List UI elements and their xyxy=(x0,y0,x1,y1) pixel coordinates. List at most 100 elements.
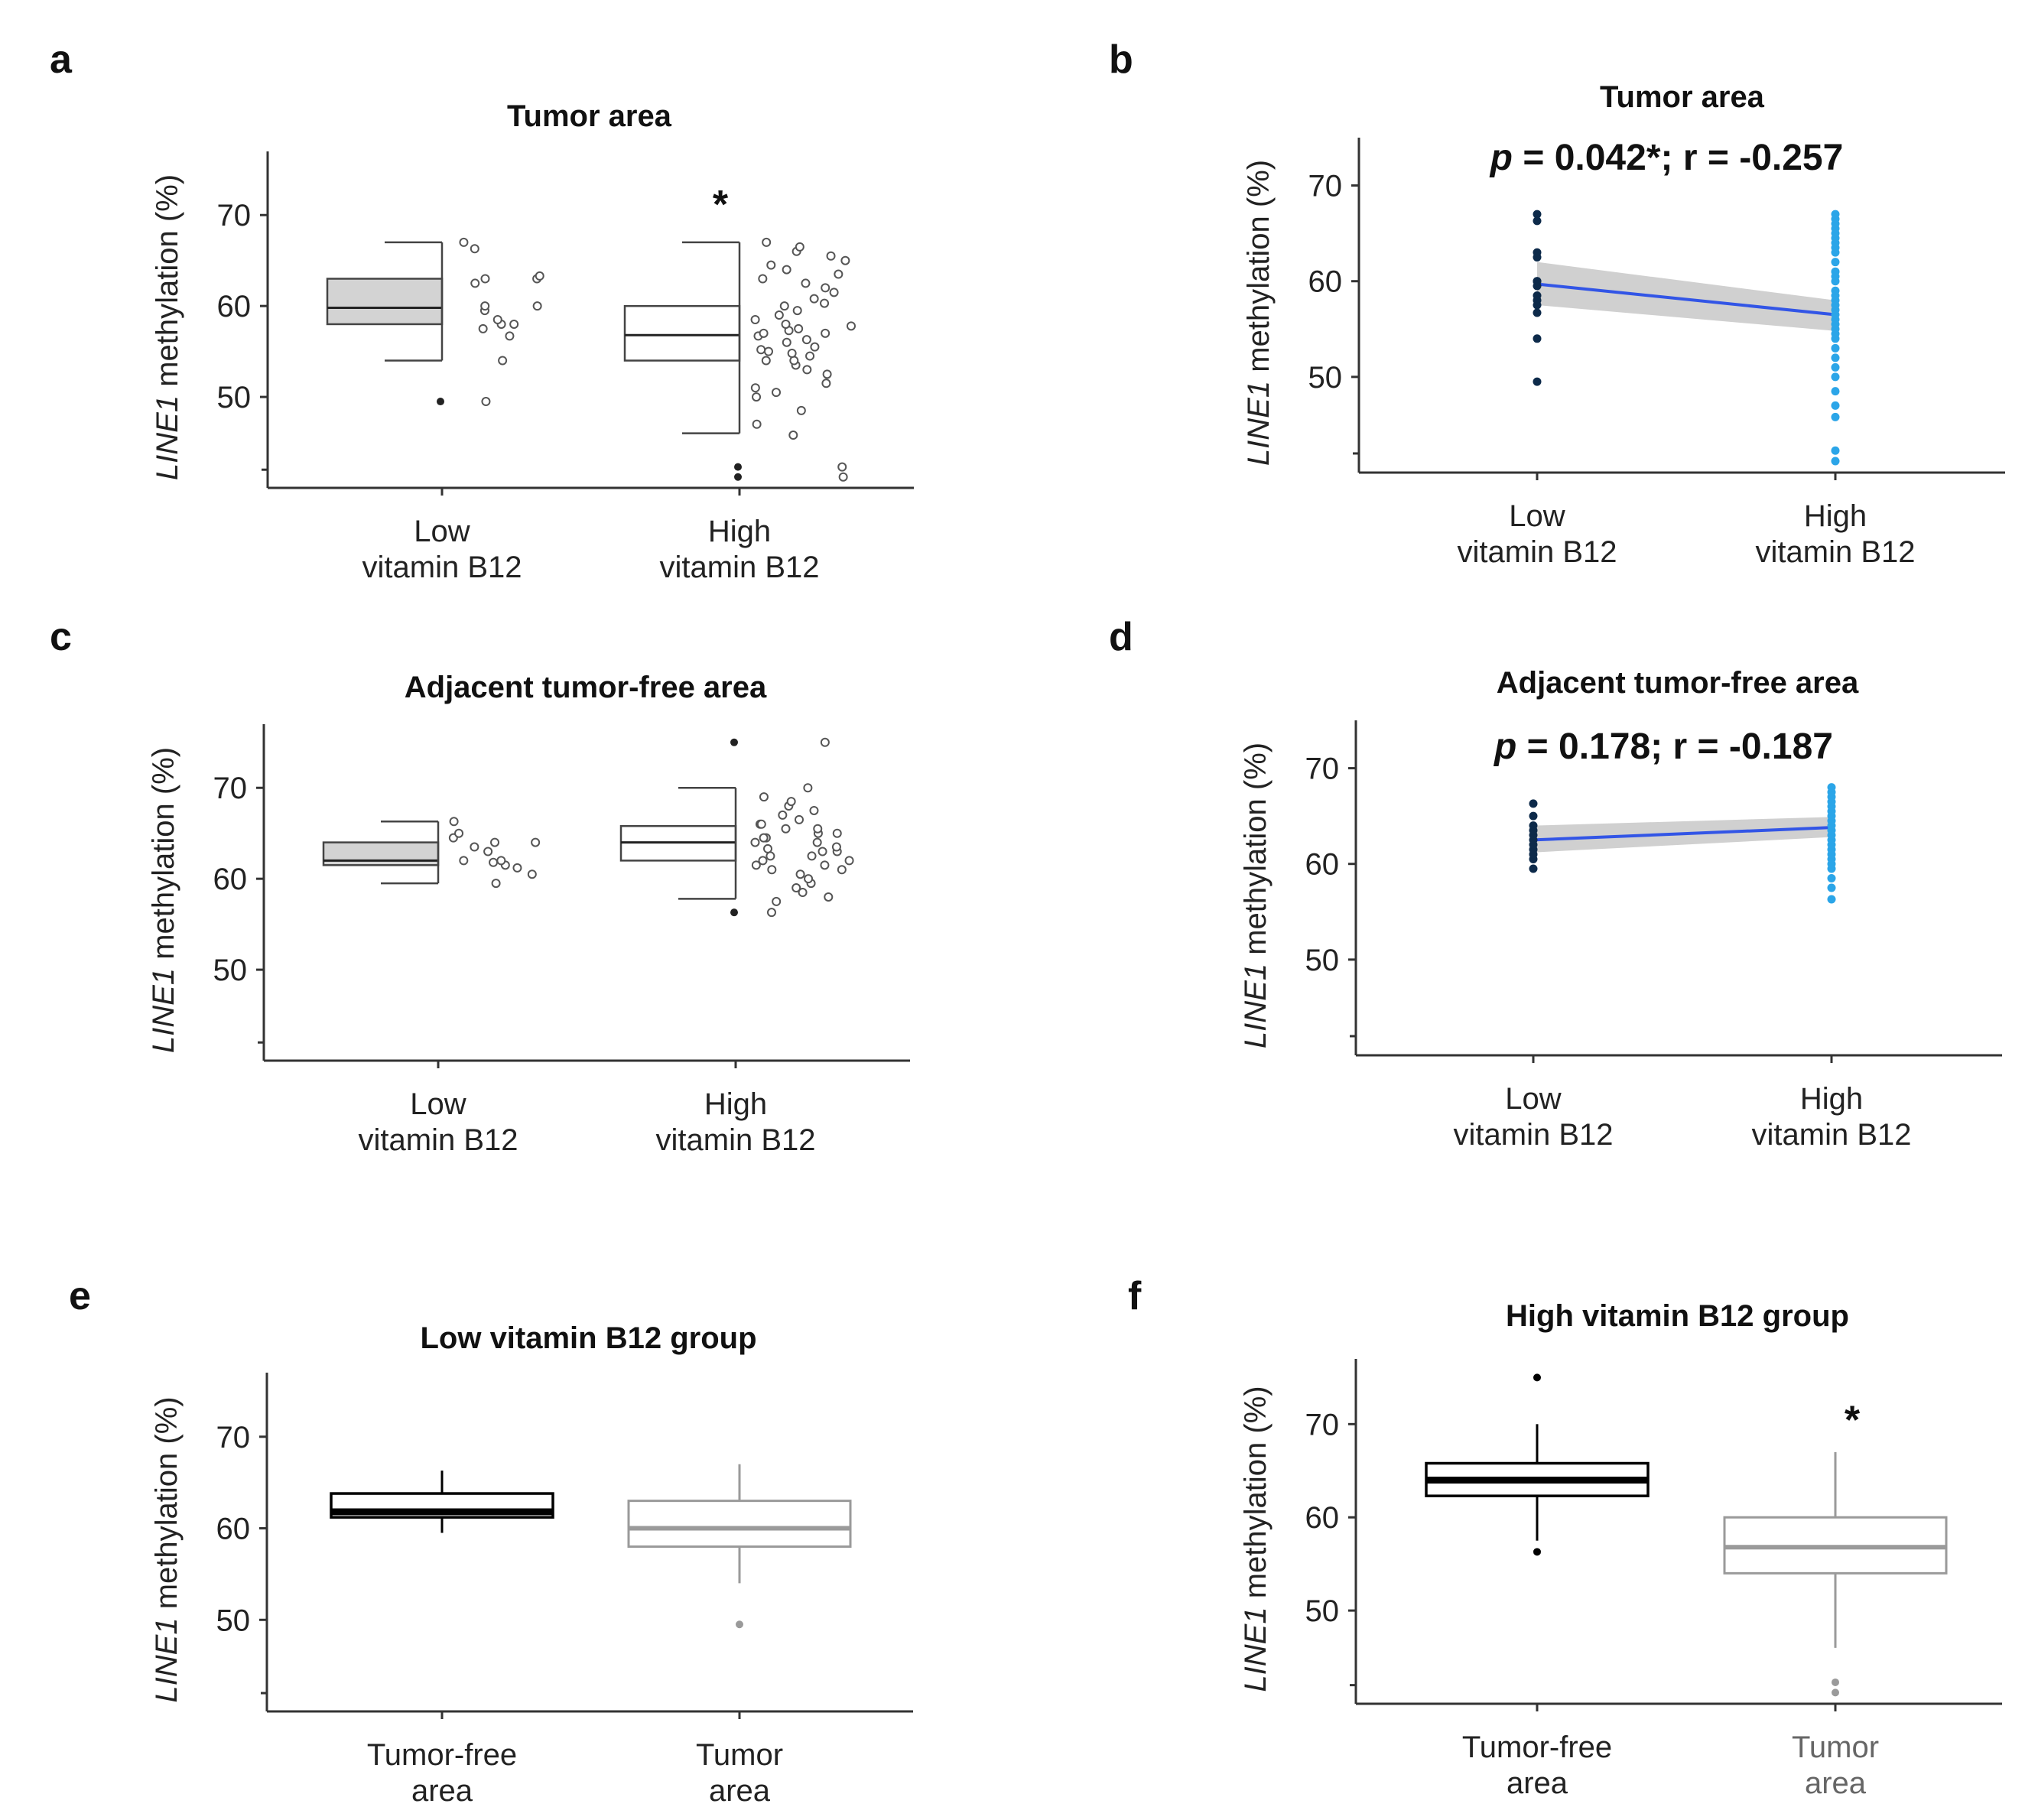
data-point xyxy=(1533,248,1542,257)
y-axis-label: LINE1 methylation (%) xyxy=(1239,1386,1273,1692)
data-point xyxy=(759,833,769,843)
data-point xyxy=(778,810,788,820)
y-tick-label: 60 xyxy=(1305,848,1340,882)
data-point xyxy=(505,331,515,341)
x-tick-label: vitamin B12 xyxy=(1752,1118,1912,1152)
y-tick-label: 60 xyxy=(217,290,252,323)
data-point xyxy=(766,260,776,270)
data-point xyxy=(817,847,827,856)
outlier-point xyxy=(736,1620,743,1629)
data-point xyxy=(798,888,808,897)
outlier-point xyxy=(1832,1688,1839,1697)
data-point xyxy=(782,337,791,347)
data-point xyxy=(820,860,830,870)
data-point xyxy=(762,237,772,247)
data-point xyxy=(751,860,761,870)
data-point xyxy=(837,865,847,875)
data-point xyxy=(752,419,762,429)
data-point xyxy=(1831,362,1840,372)
outlier-point xyxy=(1832,1678,1839,1686)
x-tick-label: Tumor xyxy=(696,1738,783,1772)
data-point xyxy=(805,351,815,361)
data-point xyxy=(782,265,791,275)
data-point xyxy=(1529,821,1538,830)
data-point xyxy=(1533,377,1542,386)
box xyxy=(627,1500,852,1548)
y-axis-label: LINE1 methylation (%) xyxy=(147,747,180,1053)
data-point xyxy=(1831,457,1840,466)
x-tick-label: area xyxy=(709,1774,771,1808)
x-tick-label: area xyxy=(1805,1766,1867,1800)
data-point xyxy=(821,328,830,338)
y-tick-label: 70 xyxy=(1305,1408,1340,1441)
data-point xyxy=(824,892,834,902)
x-tick-label: area xyxy=(411,1774,473,1808)
y-tick-label: 50 xyxy=(216,1604,251,1637)
data-point xyxy=(758,274,768,284)
y-axis-label-rest: methylation (%) xyxy=(150,1396,184,1617)
chart-title: Tumor area xyxy=(507,99,672,133)
data-point xyxy=(1831,258,1840,267)
data-point xyxy=(481,397,491,407)
data-point xyxy=(792,306,802,316)
panel-label: d xyxy=(1109,615,1133,659)
regression-line xyxy=(1533,826,1832,842)
data-point xyxy=(496,856,506,866)
data-point xyxy=(480,301,490,311)
data-point xyxy=(787,349,797,358)
data-point xyxy=(759,328,769,338)
data-point xyxy=(1827,783,1836,792)
chart-title: Tumor area xyxy=(1600,80,1765,114)
y-tick-label: 70 xyxy=(216,1421,251,1454)
data-point xyxy=(766,908,776,918)
x-tick-label: High xyxy=(704,1087,767,1121)
data-point xyxy=(1831,210,1840,219)
outlier-point xyxy=(730,738,738,746)
x-tick-label: Low xyxy=(410,1087,466,1121)
data-point xyxy=(1533,210,1542,219)
y-axis-label-italic: LINE1 xyxy=(1239,1607,1273,1692)
regression-line xyxy=(1536,282,1836,317)
data-point xyxy=(1831,353,1840,362)
y-tick-label: 50 xyxy=(1305,944,1340,977)
data-point xyxy=(470,842,479,852)
data-point xyxy=(772,896,782,906)
x-tick-label: vitamin B12 xyxy=(359,1123,518,1157)
panel-label: e xyxy=(69,1274,91,1318)
data-point xyxy=(765,851,775,861)
data-point xyxy=(840,255,850,265)
data-point xyxy=(789,356,799,366)
data-point xyxy=(1529,864,1538,873)
y-tick-label: 70 xyxy=(213,772,248,805)
data-point xyxy=(820,298,830,308)
data-point xyxy=(795,869,805,879)
y-tick-label: 50 xyxy=(213,954,248,987)
y-tick-label: 70 xyxy=(1308,170,1343,203)
data-point xyxy=(762,843,772,853)
y-axis-label-rest: methylation (%) xyxy=(1242,160,1276,381)
box xyxy=(623,304,741,362)
data-point xyxy=(786,797,796,807)
data-point xyxy=(788,431,798,440)
stat-p-label: p xyxy=(1493,726,1516,767)
y-axis-label-italic: LINE1 xyxy=(147,968,180,1053)
significance-marker: * xyxy=(1845,1398,1861,1442)
x-tick-label: vitamin B12 xyxy=(656,1123,816,1157)
data-point xyxy=(1831,401,1840,410)
y-tick-label: 50 xyxy=(1305,1594,1340,1628)
x-tick-label: vitamin B12 xyxy=(1458,535,1617,569)
data-point xyxy=(1831,412,1840,421)
outlier-point xyxy=(734,463,742,471)
data-point xyxy=(459,237,469,247)
data-point xyxy=(809,294,819,304)
x-tick-label: Low xyxy=(414,515,470,548)
data-point xyxy=(791,883,801,893)
x-tick-label: Low xyxy=(1505,1082,1561,1116)
x-tick-label: vitamin B12 xyxy=(362,551,522,584)
stat-annotation: p = 0.178; r = -0.187 xyxy=(1493,726,1833,767)
y-axis-label: LINE1 methylation (%) xyxy=(150,1396,184,1702)
data-point xyxy=(750,383,760,393)
y-tick-label: 50 xyxy=(217,381,252,414)
